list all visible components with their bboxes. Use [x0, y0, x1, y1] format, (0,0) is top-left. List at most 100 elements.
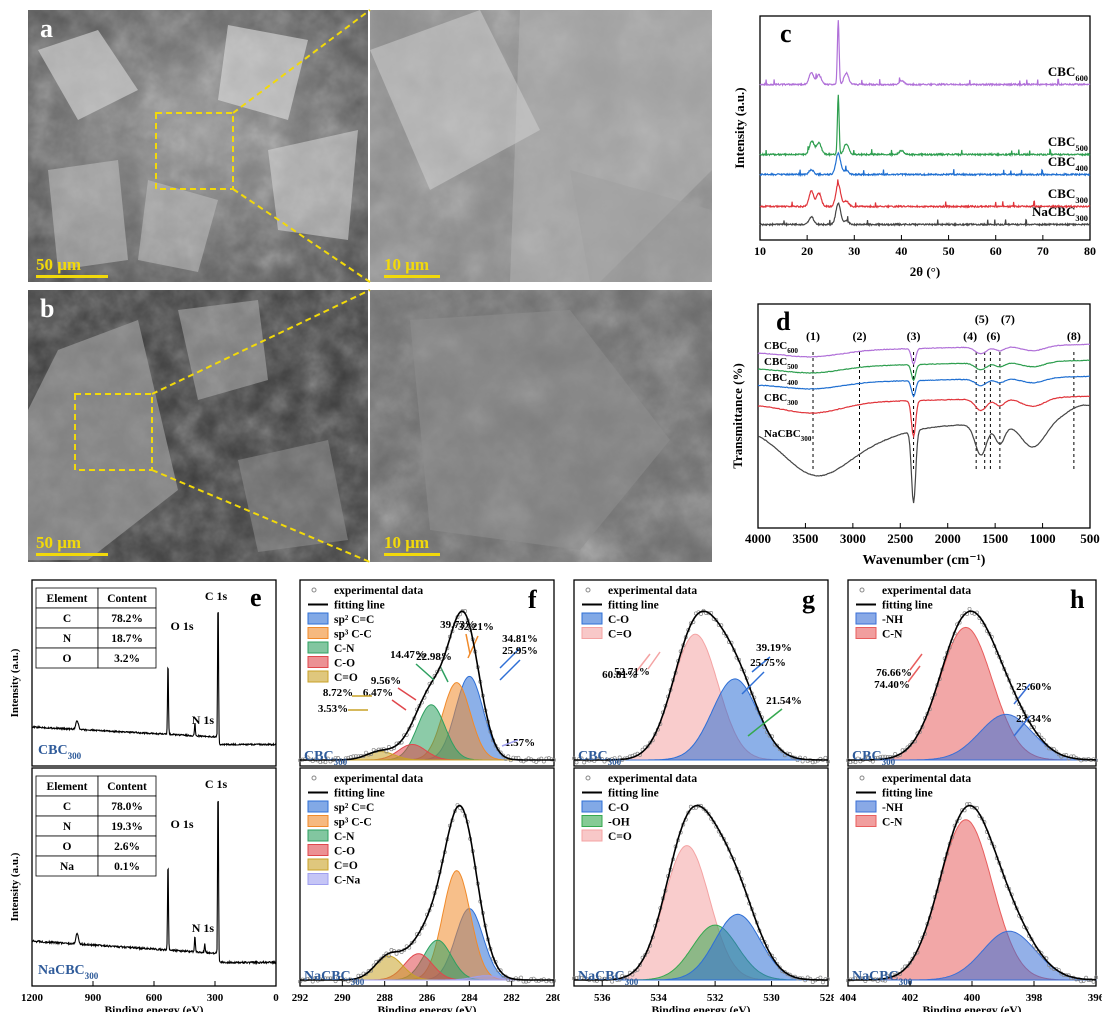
- legend-marker: [585, 775, 591, 781]
- sem-image-a-left: [28, 10, 368, 282]
- experimental-point: [376, 959, 381, 964]
- experimental-point: [501, 753, 506, 758]
- legend-swatch: [307, 627, 329, 639]
- legend-label: C=O: [608, 629, 632, 641]
- experimental-point: [782, 970, 787, 975]
- table-header: Element: [47, 593, 88, 605]
- legend-swatch: [581, 800, 603, 813]
- x-tick-label: 288: [376, 992, 393, 1004]
- component-label: 76.66%: [876, 667, 912, 679]
- band-label: (1): [806, 329, 820, 343]
- sem-image-a-right: [370, 10, 712, 282]
- experimental-point: [706, 811, 711, 816]
- component-label: 39.19%: [756, 642, 792, 654]
- sample-label: CBC300: [304, 749, 348, 767]
- series-line-CBC500: [759, 94, 1091, 158]
- experimental-point: [775, 743, 780, 748]
- plot-frame: [31, 579, 277, 767]
- scale-bar-b-right: 10 μm: [384, 533, 440, 556]
- table-value: N: [63, 633, 72, 645]
- component-label: 74.40%: [874, 679, 910, 691]
- legend-swatch: [307, 873, 329, 885]
- experimental-point: [967, 606, 972, 611]
- scale-bar-b-left: 50 μm: [36, 533, 108, 556]
- component-arrow: [635, 653, 651, 673]
- legend-swatch: [307, 612, 329, 625]
- plot-frame: [847, 579, 1097, 767]
- legend-label: experimental data: [334, 773, 423, 785]
- band-label: (2): [852, 329, 866, 343]
- legend-swatch: [307, 815, 329, 827]
- sample-label: NaCBC300: [578, 969, 639, 987]
- fitting-line: [574, 610, 828, 761]
- experimental-point: [704, 809, 709, 813]
- component-arrow: [391, 699, 407, 711]
- chart-c-xrd: 10 20 30 40 50 60 70 80 2θ (°) Intensity (a.u.) c C…: [732, 15, 1096, 279]
- peak-label: N 1s: [192, 713, 215, 727]
- table-value: 78.2%: [111, 613, 143, 625]
- x-tick-label: 398: [1026, 992, 1043, 1004]
- x-axis-title: Binding energy (eV): [377, 1005, 476, 1012]
- x-tick-label: 528: [820, 992, 834, 1004]
- series-label-NaCBC300: NaCBC300: [764, 428, 812, 443]
- x-tick-label: 900: [85, 992, 102, 1004]
- legend-label: -OH: [608, 817, 630, 829]
- series-line-CBC300: [759, 179, 1091, 210]
- component-label: 6.47%: [363, 687, 393, 699]
- legend-swatch: [307, 656, 329, 668]
- legend-label: C-O: [608, 802, 629, 814]
- x-tick-label: 1000: [1030, 531, 1056, 546]
- experimental-point: [364, 971, 368, 976]
- legend-swatch: [581, 627, 603, 639]
- series-label-NaCBC300: NaCBC300: [1032, 204, 1088, 223]
- x-tick-label: 280: [546, 992, 560, 1004]
- survey-spectrum: [31, 800, 277, 966]
- experimental-point: [379, 956, 384, 961]
- component-arrow: [397, 687, 417, 701]
- sem-texture-b-right: [370, 290, 712, 562]
- experimental-point: [823, 755, 828, 760]
- x-tick-label: 600: [146, 992, 163, 1004]
- experimental-point: [574, 760, 579, 765]
- sample-label: NaCBC300: [38, 963, 99, 981]
- panel-label-b: b: [40, 294, 55, 323]
- legend-label: experimental data: [608, 773, 697, 785]
- x-tick-label: 534: [650, 992, 667, 1004]
- component-label: 14.47%: [390, 649, 426, 661]
- survey-spectrum: [31, 612, 277, 747]
- experimental-point: [394, 951, 399, 956]
- x-tick-label: 532: [707, 992, 724, 1004]
- table-header: Content: [107, 781, 147, 793]
- experimental-point: [1094, 975, 1098, 980]
- experimental-point: [1041, 955, 1046, 960]
- x-tick-label: 536: [594, 992, 611, 1004]
- component-arrow: [907, 665, 921, 683]
- sample-label: CBC300: [578, 749, 622, 767]
- experimental-point: [1049, 746, 1054, 751]
- peak-label: O 1s: [171, 817, 194, 831]
- panel-label-d: d: [776, 307, 791, 336]
- legend-swatch: [307, 670, 329, 683]
- table-value: 0.1%: [114, 861, 140, 873]
- legend-label: C=O: [334, 860, 358, 872]
- x-tick-label: 284: [461, 992, 478, 1004]
- band-label: (3): [907, 329, 921, 343]
- legend-label: C-N: [334, 831, 355, 843]
- x-tick-label: 70: [1037, 244, 1049, 258]
- component-label: 32.21%: [458, 621, 494, 633]
- legend-label: experimental data: [334, 585, 423, 597]
- table-value: O: [63, 653, 72, 665]
- sample-label: NaCBC300: [304, 969, 365, 987]
- table-value: C: [63, 801, 71, 813]
- fitting-line: [300, 804, 554, 981]
- component-label: 39.73%: [440, 619, 476, 631]
- legend-swatch: [307, 829, 329, 842]
- legend-label: fitting line: [334, 600, 385, 612]
- experimental-point: [633, 968, 637, 973]
- peak-label: N 1s: [192, 921, 215, 935]
- y-axis-title: Intensity (a.u.): [9, 852, 21, 921]
- sem-texture-b-left: [28, 290, 368, 562]
- legend-swatch: [581, 829, 603, 842]
- chart-f-c1s: 34.81%32.21%22.98%6.47%3.53%experimental…: [292, 579, 560, 1012]
- x-axis-title: Binding energy (eV): [922, 1005, 1021, 1012]
